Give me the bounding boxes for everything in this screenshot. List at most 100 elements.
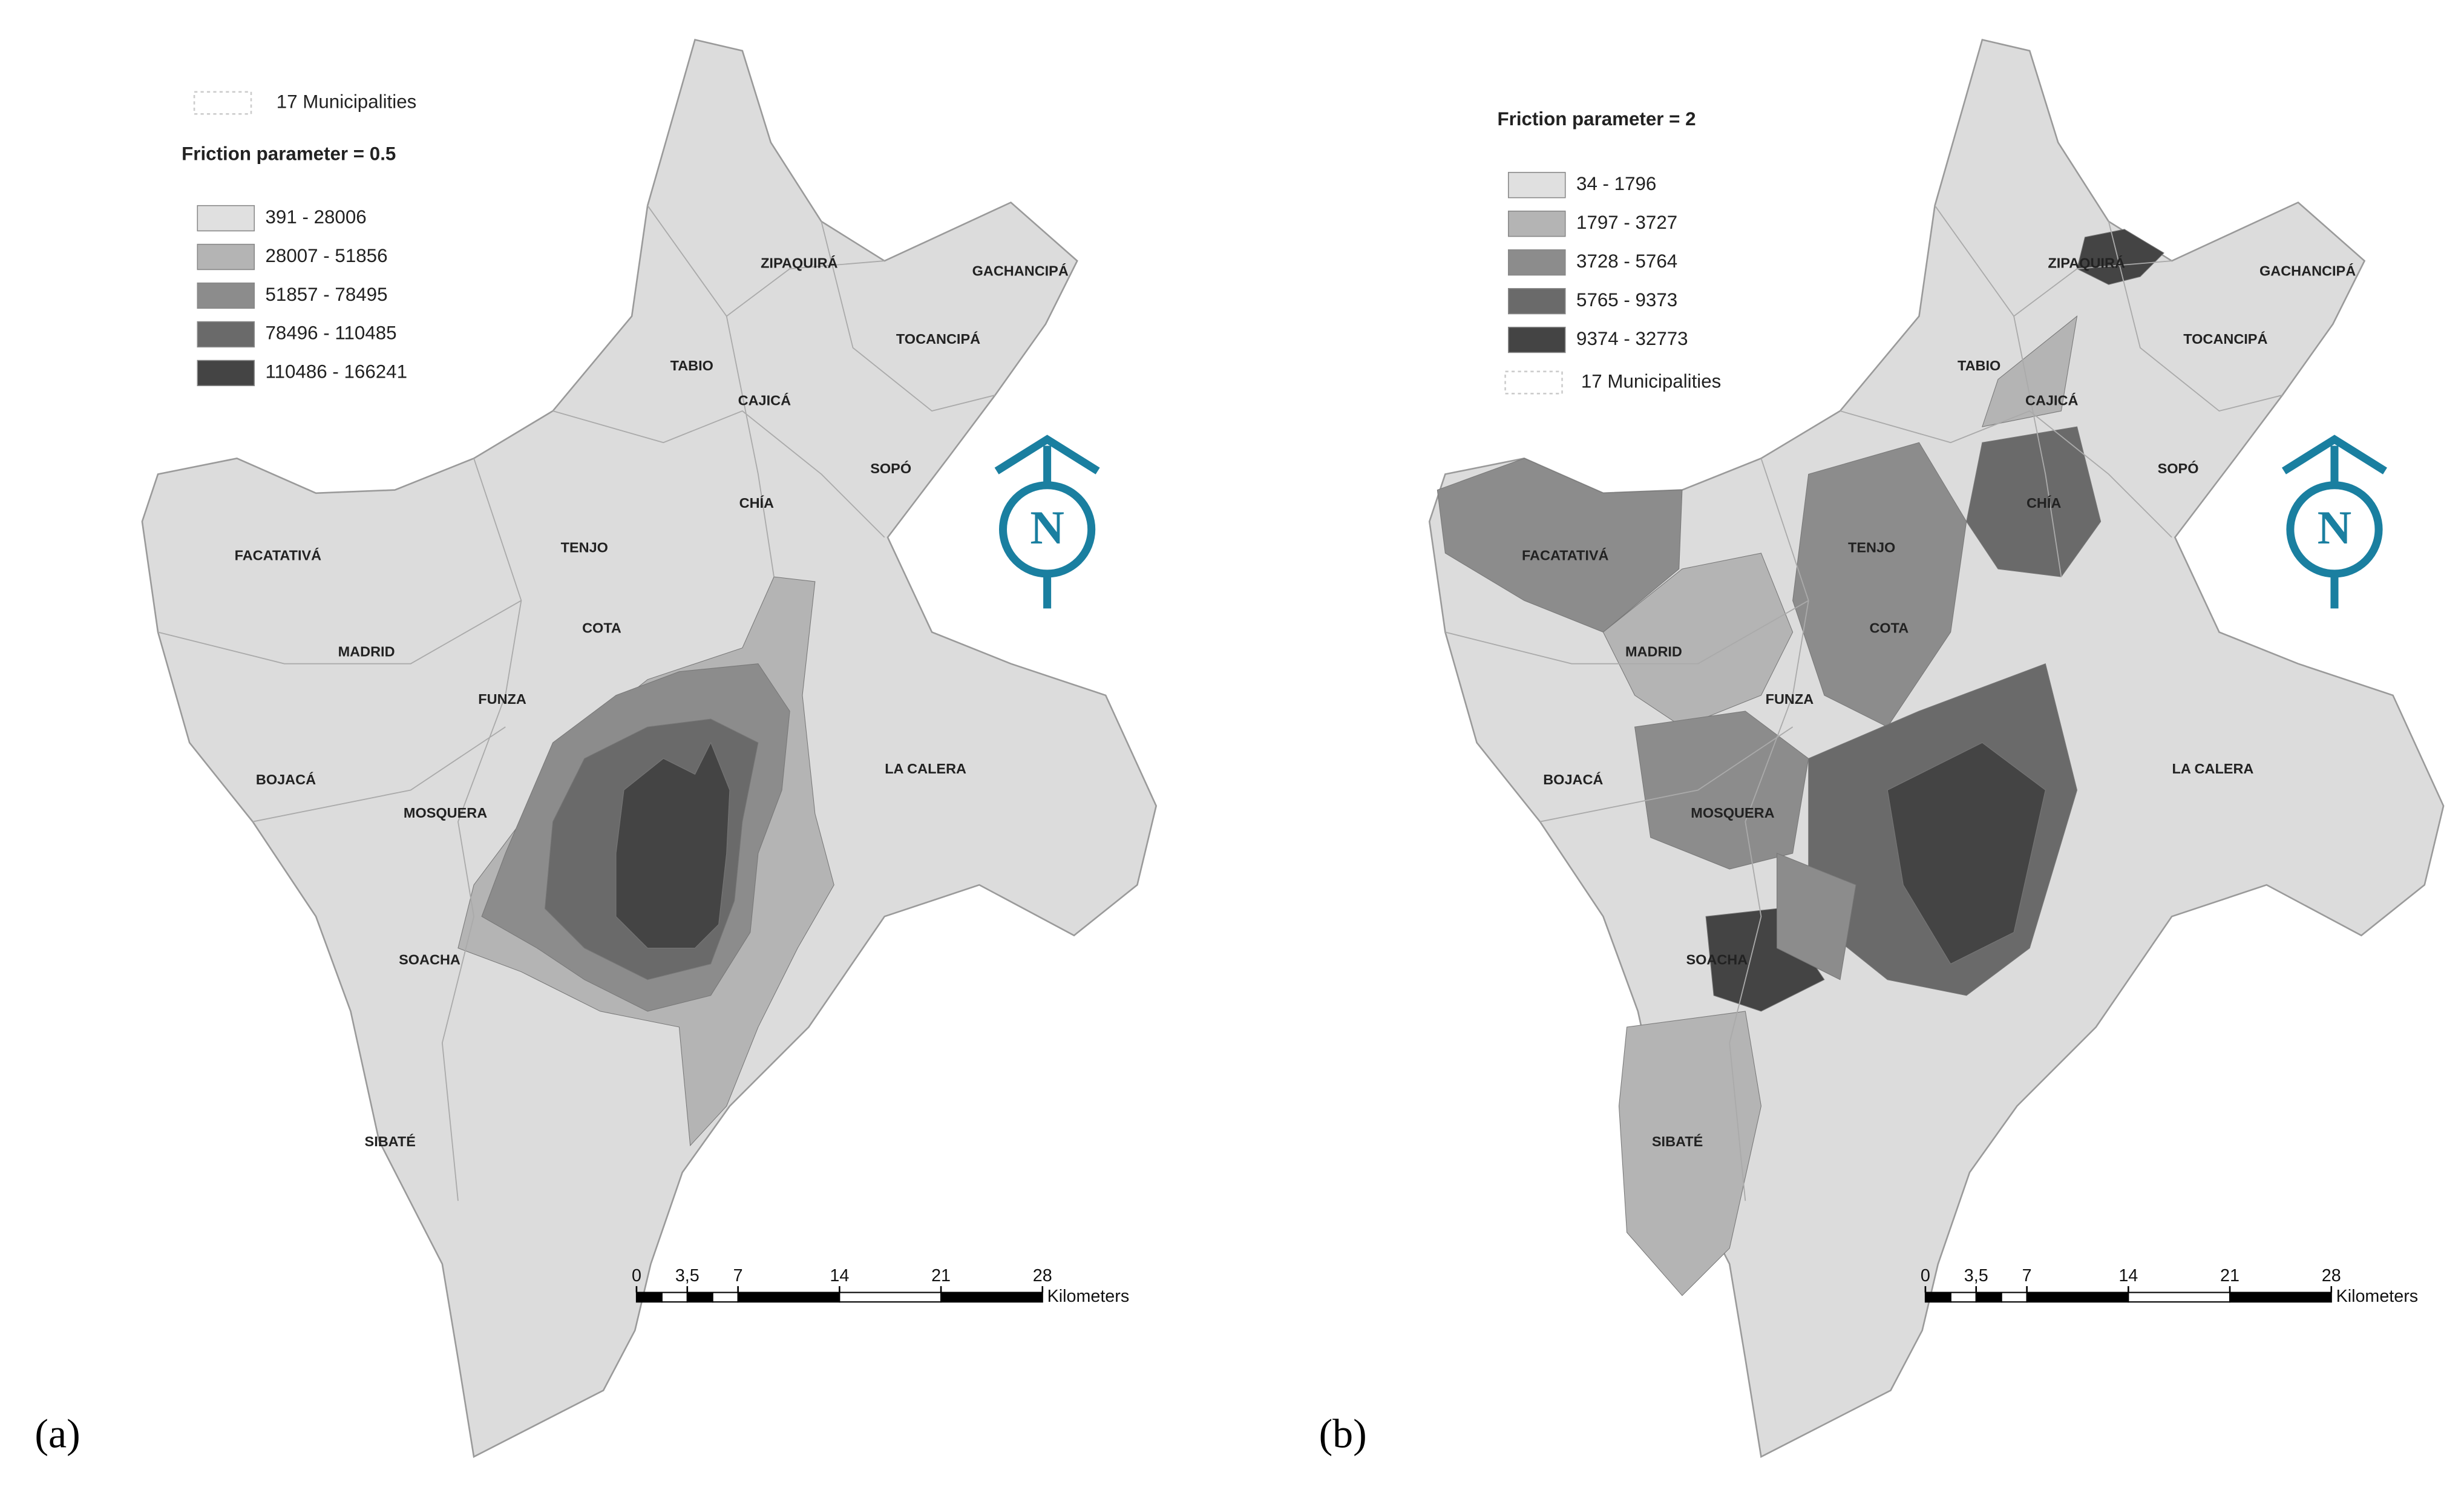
accessibility-zone xyxy=(1437,458,1683,633)
scale-segment xyxy=(686,1292,713,1303)
legend-label: 110486 - 166241 xyxy=(266,361,407,382)
legend: 17 Municipalities Friction parameter = 2 3… xyxy=(1498,108,1721,395)
legend-swatch xyxy=(1508,287,1566,315)
legend-swatch xyxy=(1508,249,1566,276)
accessibility-zone xyxy=(1887,742,2046,965)
north-arrow-ring xyxy=(998,481,1096,578)
municipality-label: TENJO xyxy=(561,539,608,555)
scale-segment xyxy=(1975,1292,2002,1303)
legend-label: 3728 - 5764 xyxy=(1576,251,1677,272)
municipality-label: CAJICÁ xyxy=(738,392,791,409)
legend-swatch xyxy=(1504,370,1563,395)
municipal-boundary xyxy=(2013,316,2062,577)
north-arrow-ring xyxy=(2286,481,2383,578)
municipal-boundary xyxy=(552,410,885,538)
scale-bar: 0 3,5 7 14 21 28 Kilometers xyxy=(1921,1266,2418,1306)
municipal-boundary xyxy=(1934,205,2172,317)
legend-title: Friction parameter = 2 xyxy=(1498,108,1696,130)
scale-tick-label: 21 xyxy=(2220,1266,2240,1285)
municipality-label: GACHANCIPÁ xyxy=(972,263,1069,279)
legend-swatch xyxy=(197,321,255,348)
legend-boundary: 17 Municipalities xyxy=(1581,370,1721,392)
municipality-label: SOACHA xyxy=(399,952,460,968)
scale-segment xyxy=(1950,1292,1977,1303)
municipality-label: SIBATÉ xyxy=(1652,1133,1703,1149)
accessibility-zone xyxy=(1982,315,2078,427)
scale-segment xyxy=(1924,1292,1951,1303)
municipality-label: MADRID xyxy=(338,644,395,660)
municipality-label: FUNZA xyxy=(1766,691,1814,707)
legend-label: 34 - 1796 xyxy=(1576,173,1656,194)
scale-segment xyxy=(737,1292,840,1303)
accessibility-zone xyxy=(1634,711,1809,870)
municipality-label: LA CALERA xyxy=(885,761,966,776)
north-arrow: N xyxy=(994,435,1100,609)
municipality-label: FUNZA xyxy=(478,691,526,707)
municipality-label: SIBATÉ xyxy=(365,1133,416,1149)
municipality-label: SOPÓ xyxy=(2158,460,2199,476)
legend-label: 51857 - 78495 xyxy=(266,284,388,305)
municipality-label: BOJACÁ xyxy=(256,771,316,787)
legend-swatch xyxy=(197,359,255,387)
scale-bar: 0 3,5 7 14 21 28 Kilometers xyxy=(632,1266,1129,1306)
municipality-label: FACATATIVÁ xyxy=(235,547,322,563)
scale-segment xyxy=(2000,1292,2028,1303)
accessibility-zone xyxy=(1602,553,1794,727)
municipality-label: FACATATIVÁ xyxy=(1522,547,1609,563)
scale-segment xyxy=(2026,1292,2129,1303)
north-label: N xyxy=(2318,501,2352,554)
municipality-label: BOJACÁ xyxy=(1543,771,1603,787)
scale-tick-label: 7 xyxy=(733,1266,743,1285)
municipality-label: SOPÓ xyxy=(870,460,911,476)
scale-tick-label: 28 xyxy=(2322,1266,2341,1285)
panel-label: (a) xyxy=(34,1411,80,1456)
legend-swatch xyxy=(197,282,255,309)
municipality-label: CHÍA xyxy=(739,494,774,511)
legend-swatch xyxy=(1508,172,1566,199)
legend-label: 28007 - 51856 xyxy=(266,245,388,266)
municipality-label: MOSQUERA xyxy=(1691,805,1774,821)
accessibility-zone xyxy=(1618,1011,1761,1296)
accessibility-zone xyxy=(1777,853,1856,980)
panel-label: (b) xyxy=(1319,1411,1367,1456)
municipality-label: ZIPAQUIRÁ xyxy=(2048,254,2125,271)
municipality-label: CHÍA xyxy=(2027,494,2061,511)
legend-label: 1797 - 3727 xyxy=(1576,212,1677,233)
scale-unit: Kilometers xyxy=(1047,1287,1130,1306)
legend-boundary: 17 Municipalities xyxy=(277,91,416,112)
scale-tick-label: 0 xyxy=(1921,1266,1930,1285)
legend-swatch xyxy=(197,205,255,232)
map-panel: ZIPAQUIRÁ GACHANCIPÁ TOCANCIPÁ TABIO CAJICÁ S… xyxy=(141,39,1158,1459)
municipality-label: LA CALERA xyxy=(2172,761,2254,776)
municipal-boundary xyxy=(1539,726,1794,822)
municipal-boundary xyxy=(647,205,885,317)
municipality-label: CAJICÁ xyxy=(2025,392,2078,409)
accessibility-zone xyxy=(615,741,730,949)
legend-swatch xyxy=(1508,211,1566,237)
scale-segment xyxy=(940,1292,1043,1303)
scale-tick-label: 3,5 xyxy=(1964,1266,1988,1285)
north-arrow-head xyxy=(2281,435,2387,474)
municipality-label: TENJO xyxy=(1848,539,1895,555)
municipal-boundary xyxy=(157,600,522,665)
municipality-label: MADRID xyxy=(1625,644,1682,660)
legend-title: Friction parameter = 0.5 xyxy=(182,143,396,164)
municipality-label: SOACHA xyxy=(1686,952,1748,968)
scale-tick-label: 0 xyxy=(632,1266,641,1285)
north-arrow: N xyxy=(2281,435,2387,609)
scale-segment xyxy=(635,1292,663,1303)
municipality-label: MOSQUERA xyxy=(404,805,487,821)
scale-tick-label: 3,5 xyxy=(675,1266,700,1285)
accessibility-zone xyxy=(1792,442,1967,727)
municipality-label: TOCANCIPÁ xyxy=(896,330,980,347)
municipality-label: TABIO xyxy=(1958,358,2000,373)
legend-label: 9374 - 32773 xyxy=(1576,328,1688,349)
municipal-boundary xyxy=(252,726,506,822)
legend-label: 78496 - 110485 xyxy=(266,323,397,344)
municipality-label: COTA xyxy=(1869,620,1909,635)
legend-swatch xyxy=(197,243,255,271)
legend-swatch xyxy=(193,91,252,115)
municipal-boundary xyxy=(2108,221,2283,412)
municipal-boundary xyxy=(726,316,775,577)
north-label: N xyxy=(1030,501,1064,554)
